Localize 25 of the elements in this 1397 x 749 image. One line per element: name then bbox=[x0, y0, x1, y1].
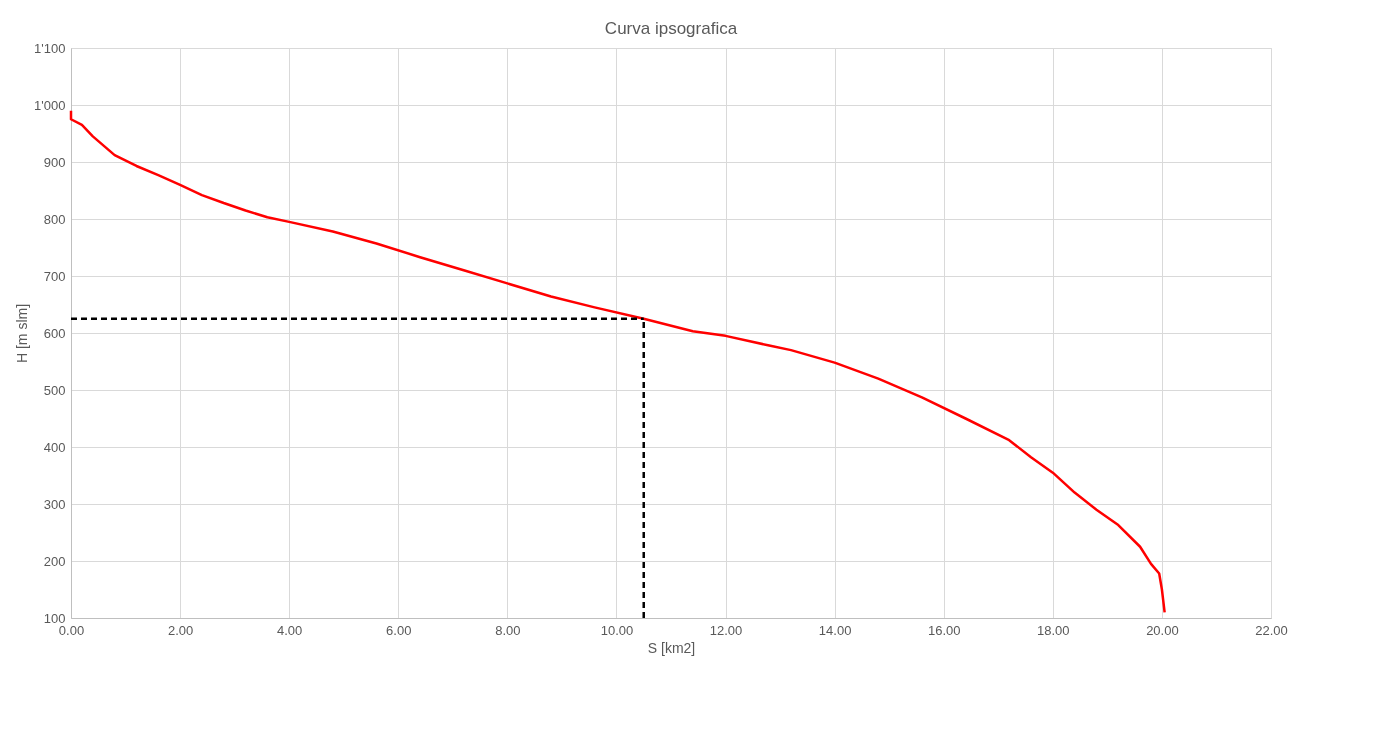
y-tick-label: 900 bbox=[43, 154, 66, 170]
x-tick-label: 6.00 bbox=[386, 622, 412, 638]
y-tick-label: 500 bbox=[43, 382, 66, 398]
chart-title: Curva ipsografica bbox=[604, 19, 738, 38]
y-tick-label: 400 bbox=[43, 439, 66, 455]
y-tick-label: 200 bbox=[43, 553, 66, 569]
x-tick-label: 4.00 bbox=[277, 622, 303, 638]
y-axis-title: H [m slm] bbox=[14, 303, 31, 364]
x-tick-label: 10.00 bbox=[600, 622, 634, 638]
x-axis-title: S [km2] bbox=[647, 639, 696, 656]
y-tick-label: 800 bbox=[43, 211, 66, 227]
y-tick-label: 600 bbox=[43, 325, 66, 341]
x-tick-label: 2.00 bbox=[167, 622, 194, 638]
x-tick-label: 18.00 bbox=[1037, 622, 1070, 638]
x-tick-label: 22.00 bbox=[1255, 622, 1288, 638]
x-tick-label: 16.00 bbox=[927, 622, 961, 638]
x-tick-label: 14.00 bbox=[818, 622, 852, 638]
y-tick-label: 700 bbox=[43, 268, 66, 284]
line-series bbox=[69, 109, 1166, 614]
x-tick-label: 12.00 bbox=[709, 622, 743, 638]
x-tick-label: 20.00 bbox=[1146, 622, 1179, 638]
x-tick-label: 8.00 bbox=[495, 622, 521, 638]
y-tick-label: 1'000 bbox=[34, 97, 66, 113]
y-tick-label: 300 bbox=[43, 496, 66, 512]
y-tick-label: 1'100 bbox=[34, 40, 66, 56]
